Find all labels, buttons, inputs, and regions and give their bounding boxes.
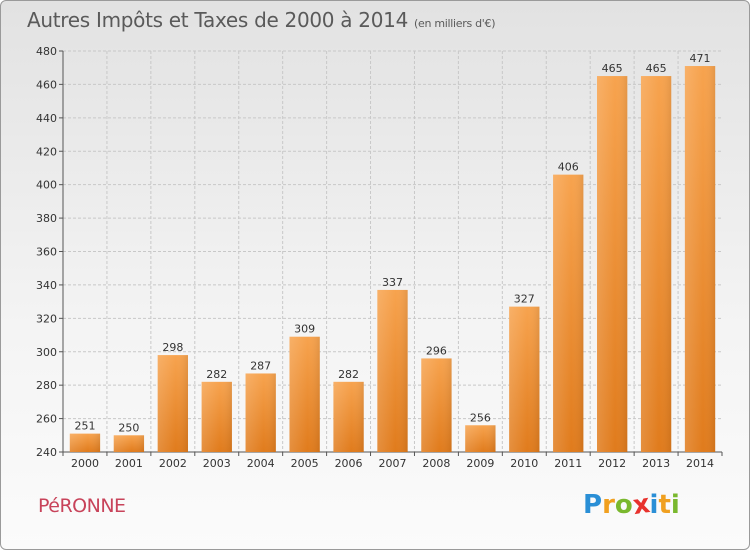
data-label: 256 [470, 411, 491, 424]
logo-letter: x [630, 488, 652, 522]
x-tick-label: 2008 [422, 457, 450, 470]
bar-shade [69, 433, 101, 452]
data-label: 327 [514, 293, 535, 306]
y-tick-label: 380 [36, 212, 57, 225]
data-label: 296 [426, 344, 447, 357]
x-tick-label: 2007 [379, 457, 407, 470]
logo-letter: P [583, 490, 603, 520]
chart-title: Autres Impôts et Taxes de 2000 à 2014 (en… [27, 8, 495, 32]
x-tick-label: 2012 [598, 457, 626, 470]
labels: 240 260 280 300 320 340 360 380 400 420 440 460 480 2… [36, 45, 714, 470]
bar-shade [421, 358, 452, 452]
bar-shade [553, 174, 584, 452]
bar-shade [201, 381, 232, 452]
y-tick-label: 280 [36, 379, 57, 392]
x-tick-label: 2011 [554, 457, 582, 470]
data-label: 406 [558, 161, 579, 174]
data-label: 282 [206, 368, 227, 381]
proxiti-logo: Proxiti [583, 488, 680, 522]
x-tick-label: 2001 [115, 457, 143, 470]
bar-shade [640, 76, 672, 452]
y-tick-label: 300 [36, 346, 57, 359]
y-tick-label: 240 [36, 446, 57, 459]
x-tick-label: 2013 [642, 457, 670, 470]
data-label: 250 [118, 421, 139, 434]
logo-letter: i [649, 490, 659, 520]
logo-letter: i [670, 490, 680, 520]
bar-shade [157, 355, 188, 452]
data-label: 287 [250, 359, 271, 372]
bar-shade [289, 336, 320, 452]
bars [69, 66, 716, 452]
data-label: 471 [690, 52, 711, 65]
chart-title-text: Autres Impôts et Taxes de 2000 à 2014 [27, 8, 408, 32]
grid-lines [63, 50, 722, 453]
data-label: 465 [602, 62, 623, 75]
logo-letter: r [602, 490, 615, 520]
y-tick-label: 400 [36, 179, 57, 192]
y-tick-label: 360 [36, 246, 57, 259]
x-tick-label: 2003 [203, 457, 231, 470]
y-tick-label: 460 [36, 78, 57, 91]
x-tick-label: 2009 [466, 457, 494, 470]
logo-letter: o [614, 490, 633, 520]
data-label: 309 [294, 323, 315, 336]
y-tick-label: 260 [36, 413, 57, 426]
chart-subtitle: (en milliers d'€) [414, 17, 496, 30]
x-tick-label: 2005 [291, 457, 319, 470]
y-tick-label: 440 [36, 112, 57, 125]
bar-shade [509, 306, 540, 452]
y-tick-label: 340 [36, 279, 57, 292]
y-tick-label: 420 [36, 145, 57, 158]
logo-letter: t [658, 490, 671, 520]
data-label: 337 [382, 276, 403, 289]
x-tick-label: 2002 [159, 457, 187, 470]
data-label: 465 [646, 62, 667, 75]
y-tick-label: 320 [36, 312, 57, 325]
x-tick-label: 2004 [247, 457, 275, 470]
town-name: PéRONNE [38, 495, 126, 517]
bar-shade [245, 373, 276, 452]
x-tick-label: 2000 [71, 457, 99, 470]
data-label: 298 [162, 341, 183, 354]
bar-shade [465, 425, 496, 452]
x-tick-label: 2010 [510, 457, 538, 470]
x-tick-label: 2006 [335, 457, 363, 470]
data-label: 282 [338, 368, 359, 381]
bar-shade [377, 289, 408, 452]
bar-shade [333, 381, 364, 452]
bar-shade [684, 66, 716, 452]
y-tick-label: 480 [36, 45, 57, 58]
x-tick-label: 2014 [686, 457, 714, 470]
bar-shade [113, 435, 145, 452]
data-label: 251 [74, 420, 95, 433]
bar-shade [597, 76, 628, 452]
